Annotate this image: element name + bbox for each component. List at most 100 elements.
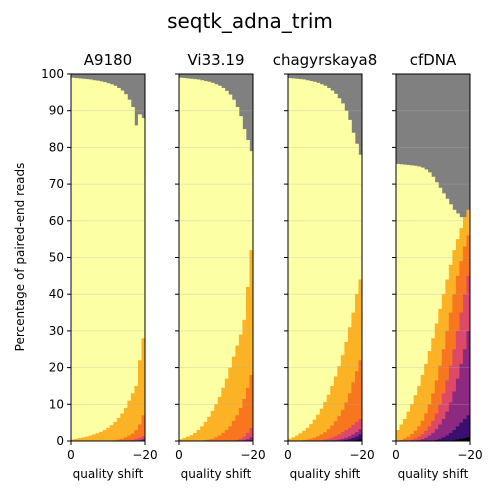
bar-segment <box>413 395 418 442</box>
bar-segment <box>403 438 407 441</box>
bar-segment <box>351 438 356 441</box>
bar-segment <box>434 429 439 441</box>
bar-segment <box>193 432 198 441</box>
panel-title: A9180 <box>84 51 132 69</box>
bar-segment <box>74 78 79 441</box>
bar-segment <box>452 391 457 441</box>
x-tick-label: −20 <box>349 448 374 462</box>
bar-segment <box>130 393 135 441</box>
bar-segment <box>466 330 471 441</box>
bar-segment <box>441 437 446 441</box>
bar-segment <box>309 80 314 441</box>
bar-segment <box>106 427 111 441</box>
bar-segment <box>134 429 139 441</box>
bar-segment <box>413 430 418 441</box>
bar-segment <box>347 393 352 441</box>
bar-segment <box>330 425 335 441</box>
x-axis-label: quality shift <box>398 467 469 481</box>
x-axis-label: quality shift <box>73 467 144 481</box>
bar-segment <box>207 81 212 442</box>
bar-segment <box>410 165 415 441</box>
bar-segment <box>182 438 187 441</box>
bar-segment <box>71 439 75 441</box>
bar-segment <box>309 438 314 441</box>
bar-segment <box>291 78 296 442</box>
bar-segment <box>323 85 328 442</box>
bar-segment <box>235 439 240 441</box>
bar-segment <box>333 93 338 441</box>
bar-segment <box>326 429 331 441</box>
bar-segment <box>347 427 352 441</box>
bar-segment <box>134 385 139 441</box>
bar-segment <box>92 434 97 441</box>
bar-segment <box>186 436 190 441</box>
bar-segment <box>245 286 250 441</box>
bar-segment <box>319 84 324 441</box>
bar-segment <box>238 438 243 441</box>
y-tick-label: 50 <box>49 251 64 265</box>
x-axis-label: quality shift <box>290 467 361 481</box>
bar-segment <box>238 116 243 441</box>
bar-segment <box>249 374 254 441</box>
bar-segment <box>210 410 215 441</box>
bar-segment <box>333 436 338 441</box>
bar-segment <box>462 438 467 441</box>
bar-segment <box>288 438 292 441</box>
bar-segment <box>337 439 342 441</box>
x-tick-label: 0 <box>392 448 400 462</box>
bar-segment <box>434 380 439 441</box>
bar-segment <box>337 98 342 441</box>
bar-segment <box>354 436 359 441</box>
bar-segment <box>455 378 460 441</box>
bar-segment <box>333 421 338 441</box>
bar-segment <box>441 393 446 441</box>
bar-segment <box>344 341 349 441</box>
bar-segment <box>340 409 345 441</box>
bar-segment <box>340 355 345 441</box>
bar-segment <box>203 421 208 441</box>
y-tick-label: 30 <box>49 324 64 338</box>
bar-segment <box>141 415 146 441</box>
bar-segment <box>420 434 425 441</box>
bar-segment <box>312 437 317 441</box>
bar-segment <box>337 434 342 441</box>
bar-segment <box>217 435 222 441</box>
panel-title: Vi33.19 <box>187 51 244 69</box>
bar-segment <box>337 366 342 441</box>
bar-segment <box>344 429 349 441</box>
bar-segment <box>319 434 324 441</box>
bar-segment <box>210 82 215 441</box>
bar-segment <box>78 438 82 441</box>
bar-segment <box>214 84 219 441</box>
bar-segment <box>396 163 400 442</box>
bar-segment <box>203 80 208 441</box>
bar-segment <box>214 404 219 441</box>
bar-segment <box>123 407 128 441</box>
bar-segment <box>459 438 464 441</box>
bar-segment <box>424 430 429 441</box>
bar-segment <box>344 110 349 441</box>
bar-segment <box>305 427 310 441</box>
bar-segment <box>420 420 425 441</box>
bar-segment <box>245 432 250 441</box>
bar-segment <box>235 107 240 441</box>
bar-segment <box>224 378 229 441</box>
bar-segment <box>406 165 411 441</box>
panel-title: chagyrskaya8 <box>273 51 378 69</box>
bar-segment <box>217 396 222 441</box>
bar-segment <box>424 169 429 442</box>
bar-segment <box>295 78 299 442</box>
bar-segment <box>224 429 229 441</box>
bar-segment <box>445 411 450 441</box>
bar-segment <box>396 429 400 441</box>
bar-segment <box>221 432 226 441</box>
bar-segment <box>137 114 142 442</box>
bar-segment <box>116 417 121 441</box>
bar-segment <box>323 402 328 441</box>
bar-segment <box>330 90 335 441</box>
bar-segment <box>238 334 243 441</box>
bar-segment <box>403 418 407 441</box>
bar-segment <box>354 294 359 441</box>
bar-segment <box>406 411 411 441</box>
bar-segment <box>399 439 404 441</box>
